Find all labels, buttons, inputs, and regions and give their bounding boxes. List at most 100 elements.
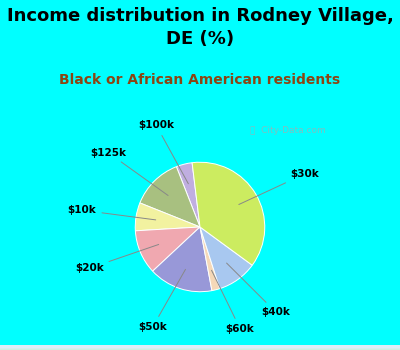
- Bar: [0, 347, 400, 350]
- Wedge shape: [192, 162, 265, 265]
- Bar: [0, 345, 400, 348]
- Bar: [0, 347, 400, 350]
- Bar: [0, 348, 400, 350]
- Bar: [0, 346, 400, 349]
- Bar: [0, 346, 400, 349]
- Bar: [0, 346, 400, 349]
- Bar: [0, 345, 400, 348]
- Bar: [0, 345, 400, 348]
- Bar: [0, 347, 400, 349]
- Bar: [0, 347, 400, 349]
- Wedge shape: [176, 163, 200, 227]
- Text: $30k: $30k: [239, 169, 319, 204]
- Bar: [0, 346, 400, 349]
- Bar: [0, 347, 400, 349]
- Bar: [0, 346, 400, 349]
- Bar: [0, 347, 400, 350]
- Bar: [0, 346, 400, 349]
- Bar: [0, 345, 400, 348]
- Bar: [0, 348, 400, 350]
- Wedge shape: [135, 203, 200, 231]
- Text: $125k: $125k: [90, 148, 168, 196]
- Bar: [0, 347, 400, 350]
- Bar: [0, 347, 400, 349]
- Wedge shape: [200, 227, 252, 289]
- Bar: [0, 345, 400, 348]
- Bar: [0, 347, 400, 350]
- Bar: [0, 348, 400, 350]
- Bar: [0, 346, 400, 349]
- Bar: [0, 347, 400, 350]
- Bar: [0, 347, 400, 349]
- Bar: [0, 347, 400, 350]
- Bar: [0, 345, 400, 348]
- Bar: [0, 346, 400, 349]
- Bar: [0, 345, 400, 348]
- Bar: [0, 345, 400, 348]
- Bar: [0, 346, 400, 348]
- Bar: [0, 345, 400, 348]
- Bar: [0, 346, 400, 349]
- Text: Income distribution in Rodney Village,
DE (%): Income distribution in Rodney Village, D…: [6, 7, 394, 48]
- Text: ⓘ  City-Data.com: ⓘ City-Data.com: [250, 126, 326, 135]
- Bar: [0, 345, 400, 348]
- Bar: [0, 346, 400, 349]
- Bar: [0, 345, 400, 348]
- Text: $40k: $40k: [226, 263, 290, 317]
- Bar: [0, 345, 400, 348]
- Bar: [0, 346, 400, 349]
- Bar: [0, 347, 400, 350]
- Bar: [0, 346, 400, 349]
- Bar: [0, 346, 400, 349]
- Bar: [0, 347, 400, 350]
- Bar: [0, 345, 400, 348]
- Bar: [0, 345, 400, 348]
- Wedge shape: [200, 227, 220, 290]
- Bar: [0, 347, 400, 350]
- Bar: [0, 346, 400, 348]
- Bar: [0, 347, 400, 349]
- Bar: [0, 348, 400, 350]
- Bar: [0, 347, 400, 350]
- Bar: [0, 347, 400, 349]
- Bar: [0, 346, 400, 349]
- Bar: [0, 345, 400, 348]
- Bar: [0, 346, 400, 349]
- Wedge shape: [135, 227, 200, 271]
- Bar: [0, 346, 400, 349]
- Bar: [0, 346, 400, 348]
- Bar: [0, 346, 400, 349]
- Bar: [0, 347, 400, 350]
- Text: $20k: $20k: [75, 244, 159, 273]
- Bar: [0, 346, 400, 349]
- Bar: [0, 348, 400, 350]
- Bar: [0, 346, 400, 349]
- Bar: [0, 346, 400, 348]
- Bar: [0, 346, 400, 349]
- Text: $100k: $100k: [138, 120, 188, 184]
- Wedge shape: [140, 167, 200, 227]
- Bar: [0, 345, 400, 348]
- Bar: [0, 347, 400, 349]
- Text: Black or African American residents: Black or African American residents: [60, 74, 340, 88]
- Bar: [0, 346, 400, 349]
- Text: $10k: $10k: [68, 205, 156, 220]
- Text: $60k: $60k: [212, 270, 254, 334]
- Bar: [0, 345, 400, 348]
- Wedge shape: [153, 227, 212, 292]
- Bar: [0, 346, 400, 348]
- Bar: [0, 345, 400, 348]
- Bar: [0, 346, 400, 348]
- Bar: [0, 346, 400, 348]
- Bar: [0, 346, 400, 349]
- Bar: [0, 346, 400, 349]
- Bar: [0, 346, 400, 349]
- Bar: [0, 346, 400, 349]
- Bar: [0, 346, 400, 349]
- Bar: [0, 346, 400, 348]
- Bar: [0, 345, 400, 348]
- Bar: [0, 345, 400, 348]
- Bar: [0, 347, 400, 350]
- Bar: [0, 347, 400, 349]
- Bar: [0, 346, 400, 348]
